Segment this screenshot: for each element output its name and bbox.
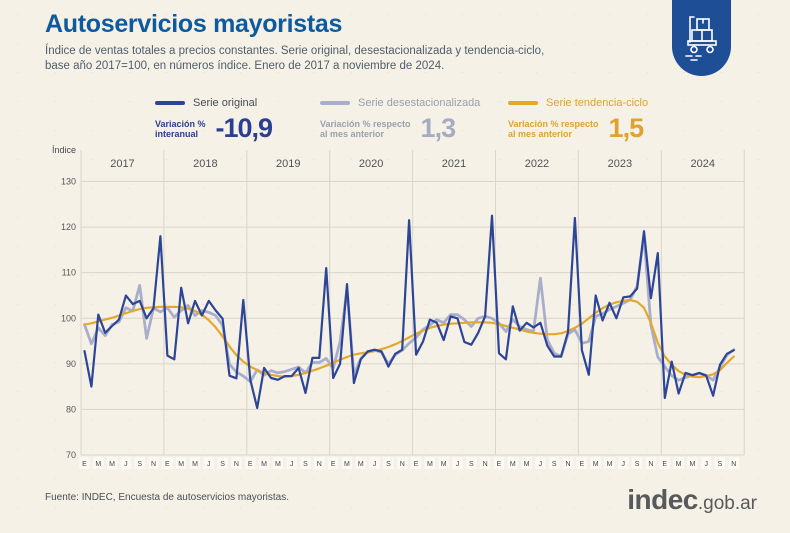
svg-text:M: M (178, 461, 184, 468)
svg-text:S: S (635, 461, 640, 468)
svg-text:M: M (607, 461, 613, 468)
legend-serie-tendencia-ciclo: Serie tendencia-ciclo Variación % respec… (508, 97, 648, 144)
svg-text:J: J (456, 461, 460, 468)
svg-text:S: S (220, 461, 225, 468)
svg-text:M: M (676, 461, 682, 468)
serie-tendencia-ciclo-value: 1,5 (608, 113, 645, 143)
serie-desestacionalizada-metric: Variación % respecto al mes anterior (320, 118, 411, 139)
svg-text:120: 120 (61, 222, 76, 232)
series-2-line (83, 234, 736, 384)
svg-text:S: S (137, 461, 142, 468)
svg-text:M: M (524, 461, 530, 468)
svg-text:S: S (552, 461, 557, 468)
svg-text:E: E (580, 461, 585, 468)
svg-text:M: M (261, 461, 267, 468)
svg-text:E: E (82, 461, 87, 468)
legend-serie-desestacionalizada: Serie desestacionalizada Variación % res… (320, 97, 480, 144)
svg-text:N: N (566, 461, 571, 468)
svg-text:80: 80 (66, 404, 76, 414)
svg-text:M: M (358, 461, 364, 468)
svg-text:M: M (689, 461, 695, 468)
page-subtitle: Índice de ventas totales a precios const… (45, 44, 544, 74)
serie-tendencia-ciclo-swatch (508, 101, 538, 105)
legend-serie-original: Serie original Variación % interanual -1… (155, 97, 274, 144)
svg-text:J: J (373, 461, 377, 468)
svg-text:E: E (248, 461, 253, 468)
svg-text:J: J (290, 461, 294, 468)
svg-text:2018: 2018 (193, 158, 217, 170)
svg-text:M: M (510, 461, 516, 468)
svg-text:E: E (497, 461, 502, 468)
svg-text:E: E (414, 461, 419, 468)
svg-text:S: S (303, 461, 308, 468)
serie-desestacionalizada-value: 1,3 (420, 113, 457, 143)
svg-text:M: M (95, 461, 101, 468)
subtitle-line-1: Índice de ventas totales a precios const… (45, 45, 545, 57)
serie-tendencia-ciclo-label: Serie tendencia-ciclo (546, 97, 649, 109)
svg-text:100: 100 (61, 313, 76, 323)
indec-logo: indec .gob.ar (627, 484, 757, 516)
svg-text:J: J (207, 461, 211, 468)
indec-logo-suffix: .gob.ar (697, 493, 757, 514)
svg-text:130: 130 (61, 177, 76, 187)
year-labels: 2017 2018 2019 2020 2021 2022 2023 2024 (110, 158, 715, 170)
y-axis-labels: 70 80 90 100 110 120 130 Índice (52, 145, 76, 460)
svg-text:E: E (662, 461, 667, 468)
svg-text:2020: 2020 (359, 158, 383, 170)
svg-text:Índice: Índice (52, 145, 76, 155)
topic-badge (672, 0, 731, 76)
svg-text:E: E (331, 461, 336, 468)
serie-original-metric: Variación % interanual (155, 118, 206, 139)
svg-text:M: M (427, 461, 433, 468)
serie-tendencia-ciclo-metric: Variación % respecto al mes anterior (508, 118, 599, 139)
serie-desestacionalizada-label: Serie desestacionalizada (358, 97, 481, 109)
svg-text:110: 110 (62, 268, 76, 278)
svg-text:N: N (400, 461, 405, 468)
subtitle-line-2: base año 2017=100, en números índice. En… (45, 60, 445, 72)
svg-text:M: M (275, 461, 281, 468)
svg-text:N: N (234, 461, 239, 468)
svg-text:70: 70 (66, 450, 76, 460)
svg-text:2023: 2023 (608, 158, 632, 170)
serie-original-label: Serie original (193, 97, 258, 109)
svg-text:J: J (622, 461, 626, 468)
svg-text:N: N (731, 461, 736, 468)
hand-truck-icon (682, 13, 722, 63)
svg-text:2024: 2024 (691, 158, 715, 170)
svg-text:M: M (441, 461, 447, 468)
svg-text:S: S (386, 461, 391, 468)
svg-text:J: J (539, 461, 543, 468)
serie-original-swatch (155, 101, 185, 105)
svg-text:J: J (124, 461, 128, 468)
page-title: Autoservicios mayoristas (45, 10, 343, 38)
svg-text:N: N (317, 461, 322, 468)
svg-text:2017: 2017 (110, 158, 134, 170)
svg-text:M: M (192, 461, 198, 468)
svg-text:E: E (165, 461, 170, 468)
serie-original-value: -10,9 (215, 113, 274, 143)
svg-text:2022: 2022 (525, 158, 549, 170)
svg-text:90: 90 (66, 359, 76, 369)
svg-text:M: M (593, 461, 599, 468)
svg-text:2019: 2019 (276, 158, 300, 170)
svg-text:S: S (718, 461, 723, 468)
series-1-line (83, 214, 735, 410)
svg-text:N: N (648, 461, 653, 468)
svg-text:S: S (469, 461, 474, 468)
svg-text:M: M (109, 461, 115, 468)
serie-desestacionalizada-swatch (320, 101, 350, 105)
svg-text:M: M (344, 461, 350, 468)
indec-logo-main: indec (627, 484, 698, 515)
svg-text:N: N (151, 461, 156, 468)
svg-text:N: N (483, 461, 488, 468)
svg-text:2021: 2021 (442, 158, 466, 170)
source-note: Fuente: INDEC, Encuesta de autoservicios… (45, 492, 289, 503)
svg-text:J: J (704, 461, 708, 468)
